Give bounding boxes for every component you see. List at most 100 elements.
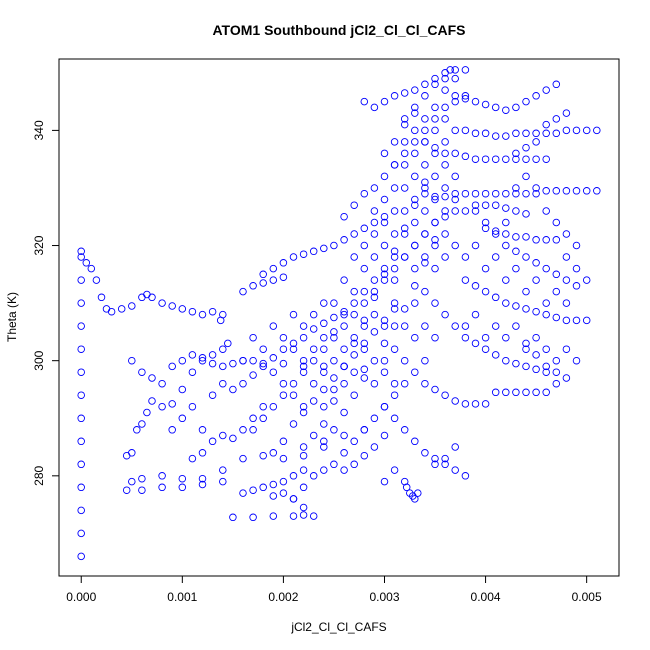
data-point [299, 362, 308, 371]
data-point [320, 466, 328, 474]
data-point [390, 322, 399, 330]
data-point [522, 287, 530, 296]
data-point [158, 299, 166, 307]
data-point [279, 477, 288, 486]
data-point [279, 437, 288, 446]
data-point [461, 126, 470, 135]
data-point [582, 276, 591, 284]
data-point [390, 391, 399, 399]
data-point [340, 212, 348, 221]
data-point [239, 454, 247, 463]
data-point [360, 345, 369, 353]
data-point [249, 414, 257, 423]
data-point [128, 302, 136, 310]
data-point [502, 204, 510, 212]
data-point [320, 244, 328, 253]
data-point [451, 195, 459, 204]
data-point [431, 149, 439, 158]
data-point [77, 460, 85, 469]
data-point [441, 86, 449, 94]
data-point [77, 247, 85, 256]
data-point [289, 253, 298, 261]
data-point [249, 426, 257, 434]
data-point [143, 290, 151, 299]
data-point [380, 218, 389, 227]
data-point [441, 207, 449, 215]
data-point [208, 351, 217, 359]
data-point [350, 351, 358, 359]
data-point [158, 379, 166, 388]
data-point [216, 316, 225, 325]
data-point [451, 97, 459, 106]
data-point [168, 426, 176, 434]
data-point [502, 333, 510, 342]
data-point [431, 241, 439, 250]
data-point [562, 276, 571, 284]
data-point [502, 388, 510, 397]
data-point [552, 379, 561, 388]
x-tick-label: 0.005 [572, 590, 602, 604]
data-point [522, 189, 530, 198]
y-axis: 280 300 320 340 [32, 120, 60, 486]
data-point [471, 241, 480, 250]
data-point [289, 420, 298, 428]
data-point [289, 379, 298, 388]
data-point [360, 299, 369, 307]
data-point [411, 195, 419, 204]
data-point [532, 155, 540, 163]
data-point [441, 454, 449, 463]
data-point [502, 218, 510, 227]
data-point [178, 414, 187, 423]
data-point [350, 391, 358, 399]
data-point [350, 339, 358, 348]
data-point [128, 356, 136, 365]
data-point [330, 460, 338, 469]
data-point [502, 132, 510, 140]
data-point [471, 155, 480, 163]
x-axis-label: jCl2_Cl_Cl_CAFS [290, 620, 386, 634]
data-point [289, 310, 298, 319]
data-point [542, 86, 550, 94]
data-point [431, 126, 439, 135]
data-point [380, 339, 389, 348]
data-point [158, 483, 166, 492]
data-point [542, 187, 550, 195]
data-point [269, 402, 278, 411]
data-point [593, 187, 601, 195]
data-point [522, 388, 530, 397]
data-point [360, 97, 369, 106]
data-point [572, 126, 581, 135]
data-point [471, 310, 480, 319]
data-point [299, 333, 308, 342]
data-point [320, 443, 328, 451]
data-point [198, 356, 207, 365]
data-point [461, 92, 470, 100]
data-point [198, 474, 207, 483]
data-point [542, 236, 550, 244]
y-tick-label: 280 [32, 465, 46, 485]
data-point [532, 259, 540, 267]
data-point [299, 408, 308, 417]
data-point [299, 483, 308, 492]
data-point [522, 339, 530, 348]
data-point [562, 230, 571, 238]
data-point [330, 374, 338, 382]
data-point [299, 466, 308, 474]
data-point [481, 129, 490, 138]
data-point [451, 189, 459, 198]
data-point [380, 241, 389, 250]
data-point [77, 276, 85, 284]
data-point [431, 385, 439, 394]
data-point [542, 207, 550, 215]
data-point [400, 138, 409, 146]
data-point [360, 339, 369, 348]
data-point [552, 270, 561, 279]
data-point [340, 322, 348, 330]
data-point [411, 282, 419, 290]
x-tick-label: 0.001 [167, 590, 197, 604]
data-point [431, 333, 439, 342]
data-point [431, 172, 439, 181]
data-point [400, 207, 409, 215]
data-point [512, 129, 520, 138]
data-point [431, 80, 439, 89]
